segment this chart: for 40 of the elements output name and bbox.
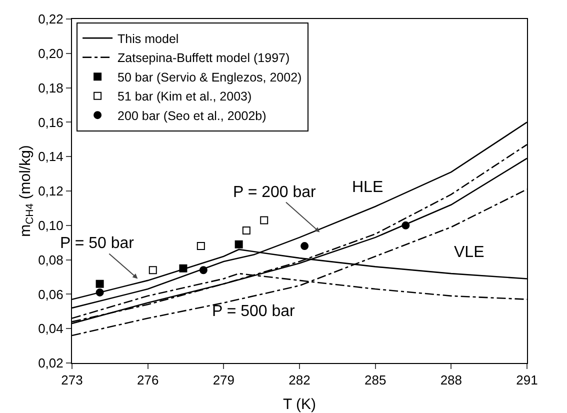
y-tick-label: 0,12 xyxy=(38,184,64,199)
point xyxy=(179,264,188,272)
point xyxy=(242,226,250,235)
y-tick-label: 0,16 xyxy=(38,114,64,130)
legend-label: 51 bar (Kim et al., 2003) xyxy=(118,90,252,104)
point xyxy=(96,280,104,288)
legend-label: This model xyxy=(118,32,179,46)
annotation: P = 200 bar xyxy=(233,184,317,201)
x-tick-label: 279 xyxy=(212,372,235,388)
x-tick-label: 273 xyxy=(61,372,83,388)
y-tick-label: 0,02 xyxy=(38,356,64,371)
y-tick-label: 0,04 xyxy=(38,321,64,336)
annotation: VLE xyxy=(454,244,484,261)
x-tick-label: 282 xyxy=(288,372,310,388)
annotation: P = 50 bar xyxy=(60,235,135,252)
legend-label: 50 bar (Servio & Englezos, 2002) xyxy=(118,70,302,84)
y-tick-label: 0,18 xyxy=(38,80,64,96)
point xyxy=(260,216,268,224)
legend-label: Zatsepina-Buffett model (1997) xyxy=(118,51,290,66)
y-tick-label: 0,22 xyxy=(38,12,64,27)
point xyxy=(234,240,243,248)
x-tick-label: 276 xyxy=(136,372,159,388)
x-tick-label: 288 xyxy=(440,372,462,388)
annotation: P = 500 bar xyxy=(212,303,296,320)
x-axis-title: T (K) xyxy=(282,396,316,413)
point xyxy=(196,242,205,250)
annotation: HLE xyxy=(352,179,384,196)
point xyxy=(148,266,157,274)
y-tick-label: 0,06 xyxy=(38,286,64,302)
x-tick-label: 285 xyxy=(364,372,386,388)
y-tick-label: 0,20 xyxy=(38,46,64,61)
point xyxy=(96,288,104,296)
point xyxy=(300,242,309,250)
point xyxy=(199,266,208,274)
y-tick-label: 0,14 xyxy=(38,149,64,164)
point xyxy=(402,221,410,230)
y-tick-label: 0,10 xyxy=(38,218,64,233)
y-tick-label: 0,08 xyxy=(38,252,64,268)
legend-label: 200 bar (Seo et al., 2002b) xyxy=(118,108,266,123)
x-tick-label: 291 xyxy=(516,372,538,388)
